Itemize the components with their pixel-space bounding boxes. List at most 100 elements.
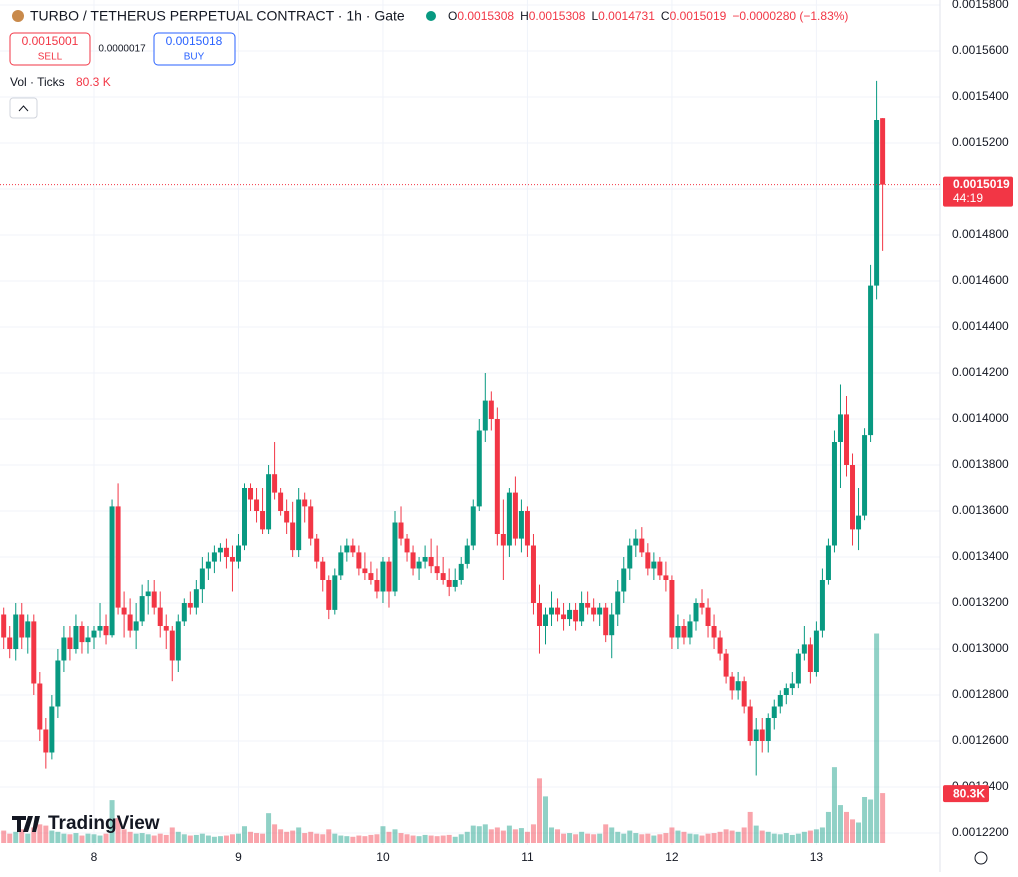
collapse-icon [18, 105, 29, 112]
candle-body [862, 435, 868, 516]
candle-body [55, 660, 61, 707]
candle-body [711, 626, 717, 638]
volume-bar [19, 829, 25, 843]
y-tick-label: 0.0012600 [952, 733, 1009, 747]
volume-bar [735, 831, 741, 843]
candle-body [795, 653, 801, 684]
volume-bar [266, 813, 272, 843]
volume-bar [290, 830, 296, 843]
candle-body [235, 545, 241, 562]
volume-bar [1, 830, 7, 843]
volume-bar [464, 831, 470, 843]
logo-text: TradingView [48, 813, 160, 834]
candle-body [43, 729, 49, 753]
candle-body [145, 591, 151, 597]
candle-body [446, 580, 452, 587]
candle-body [374, 580, 380, 592]
volume-bar [747, 811, 753, 843]
settings-icon[interactable] [974, 851, 988, 865]
sell-button[interactable] [9, 32, 91, 66]
volume-bar [543, 796, 548, 843]
ohlc-value: 0.0015308 [457, 9, 514, 23]
buy-price[interactable]: 0.0015018 [166, 34, 223, 48]
chart-title: TURBO / TETHERUS PERPETUAL CONTRACT · 1h… [30, 8, 405, 24]
candle-body [621, 568, 627, 592]
volume-bar [43, 825, 49, 843]
volume-bar [687, 833, 693, 843]
y-tick-label: 0.0012200 [952, 825, 1009, 839]
candle-body [296, 499, 302, 551]
candle-body [205, 561, 211, 569]
y-tick-label: 0.0014600 [952, 273, 1009, 287]
volume-bar [482, 824, 488, 843]
candle-body [657, 561, 663, 576]
candle-body [633, 538, 639, 546]
volume-bar [308, 831, 314, 843]
collapse-button[interactable] [9, 97, 38, 119]
candle-body [681, 626, 687, 638]
volume-bar [795, 833, 801, 843]
volume-bar [97, 835, 103, 843]
volume-bar [850, 819, 856, 843]
sell-label[interactable]: SELL [38, 52, 63, 63]
candle-body [139, 596, 145, 622]
volume-bar [260, 833, 266, 843]
volume-bar [633, 833, 639, 843]
sell-price[interactable]: 0.0015001 [22, 34, 79, 48]
volume-bar [567, 833, 573, 843]
candle-body [675, 626, 681, 638]
header: TURBO / TETHERUS PERPETUAL CONTRACT · 1h… [9, 8, 848, 119]
candle-body [19, 614, 25, 638]
candle-body [850, 465, 856, 530]
volume-bar [506, 825, 512, 843]
x-tick-label: 11 [521, 850, 534, 864]
candle-body [693, 603, 699, 622]
buy-button[interactable] [153, 32, 236, 66]
candle-body [157, 607, 163, 626]
volume-bar [139, 833, 145, 843]
candle-body [717, 637, 723, 654]
volume-bar [675, 830, 681, 843]
volume-bar [272, 824, 278, 843]
buy-label[interactable]: BUY [184, 52, 205, 63]
y-tick-label: 0.0014000 [952, 411, 1009, 425]
x-tick-label: 13 [810, 850, 824, 864]
candle-body [729, 676, 735, 691]
volume-bar [362, 836, 368, 843]
volume-bar [621, 833, 627, 843]
candle-body [458, 563, 464, 580]
candle-body [561, 614, 567, 620]
volume-bar [723, 829, 729, 843]
volume-bar [199, 833, 205, 843]
candle-body [440, 573, 446, 580]
y-tick-label: 0.0013200 [952, 595, 1009, 609]
grid [0, 0, 940, 845]
candle-body [597, 607, 603, 615]
volume-bar [777, 834, 783, 843]
candle-body [500, 534, 506, 546]
volume-bar [374, 834, 380, 843]
candle-body [326, 580, 332, 610]
candle-body [789, 683, 795, 689]
candle-body [777, 695, 783, 707]
candle-body [699, 603, 705, 608]
candle-body [627, 545, 633, 569]
volume-bar [356, 835, 362, 843]
volume-bar [813, 829, 819, 843]
volume-bar [422, 834, 428, 843]
volume-bar [500, 830, 506, 843]
volume-bar [187, 835, 193, 843]
volume-bar [807, 830, 813, 843]
volume-tag-label: 80.3K [953, 786, 985, 800]
candle-body [416, 561, 422, 569]
candle-body [585, 603, 591, 608]
status-dot [426, 11, 436, 21]
volume-bar [669, 827, 675, 843]
volume-bar [229, 834, 235, 843]
candle-body [73, 626, 79, 649]
countdown: 44:19 [953, 191, 983, 205]
candle-body [350, 545, 356, 553]
candle-body [753, 729, 759, 741]
volume-bar [771, 833, 777, 843]
candle-body [825, 545, 831, 580]
